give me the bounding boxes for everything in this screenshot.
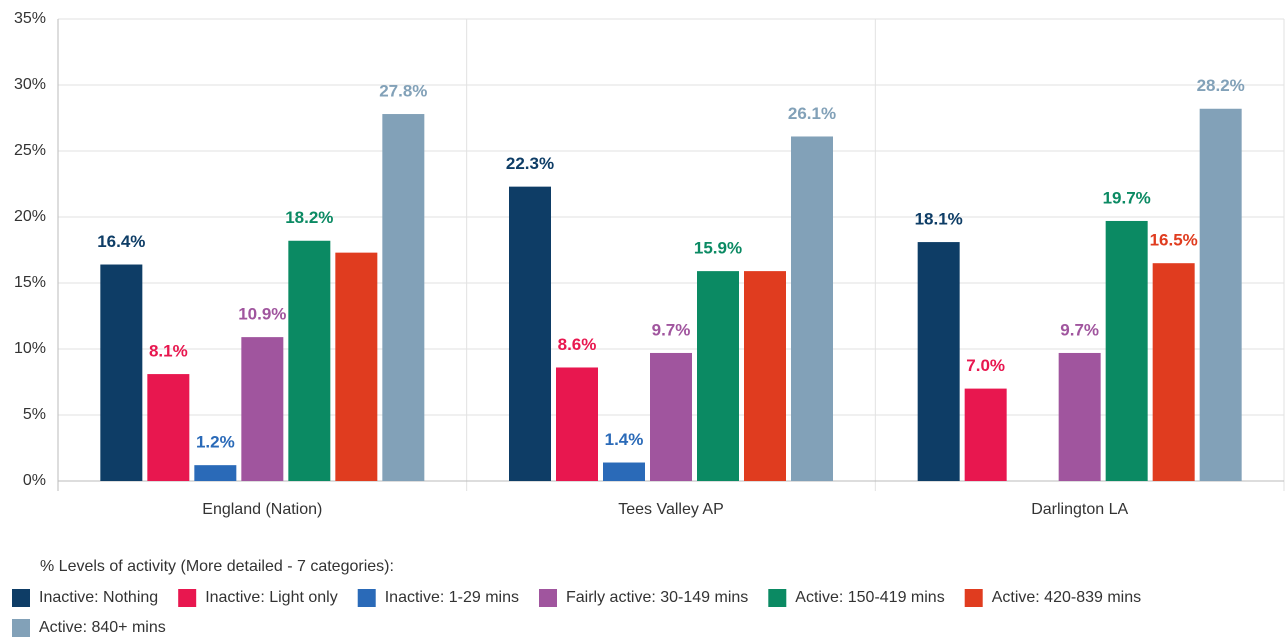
data-label: 19.7% bbox=[1103, 188, 1151, 207]
data-label: 8.1% bbox=[149, 342, 188, 361]
bar bbox=[791, 136, 833, 482]
y-tick-label: 25% bbox=[14, 142, 46, 159]
bar bbox=[335, 252, 378, 481]
legend-label: Inactive: 1-29 mins bbox=[385, 589, 519, 606]
y-tick-label: 10% bbox=[14, 340, 46, 357]
data-label: 1.4% bbox=[605, 430, 644, 449]
data-label: 15.9% bbox=[694, 239, 742, 258]
data-label: 22.3% bbox=[506, 154, 554, 173]
data-label: 7.0% bbox=[966, 356, 1005, 375]
y-tick-label: 20% bbox=[14, 208, 46, 225]
data-label: 18.2% bbox=[285, 208, 333, 227]
y-tick-label: 35% bbox=[14, 10, 46, 27]
data-label: 8.6% bbox=[558, 335, 597, 354]
y-tick-label: 15% bbox=[14, 274, 46, 291]
bar bbox=[1058, 352, 1101, 481]
bar bbox=[194, 465, 237, 481]
legend-swatch bbox=[357, 589, 376, 607]
legend-swatch bbox=[12, 619, 30, 637]
data-label: 9.7% bbox=[652, 320, 691, 339]
bar bbox=[917, 242, 960, 481]
data-label: 1.2% bbox=[196, 433, 235, 452]
legend-label: Active: 840+ mins bbox=[39, 619, 166, 636]
bar bbox=[1105, 220, 1148, 481]
data-label: 16.5% bbox=[1150, 231, 1198, 250]
bar bbox=[603, 462, 645, 481]
legend-swatch bbox=[539, 589, 557, 607]
bar bbox=[1199, 108, 1242, 481]
legend-title: % Levels of activity (More detailed - 7 … bbox=[40, 558, 394, 575]
data-label: 26.1% bbox=[788, 104, 836, 123]
data-label: 10.9% bbox=[238, 305, 286, 324]
y-tick-label: 0% bbox=[23, 472, 46, 489]
bar bbox=[697, 271, 739, 481]
data-label: 28.2% bbox=[1197, 76, 1245, 95]
bar bbox=[650, 352, 692, 481]
x-tick-label: Darlington LA bbox=[1031, 501, 1128, 518]
bar bbox=[509, 186, 551, 481]
legend-swatch bbox=[12, 589, 30, 607]
bar bbox=[241, 337, 284, 481]
data-label: 18.1% bbox=[915, 210, 963, 229]
bar bbox=[556, 367, 598, 481]
bar bbox=[964, 388, 1007, 481]
bar bbox=[382, 114, 425, 481]
bar bbox=[100, 264, 143, 481]
bar bbox=[744, 271, 786, 481]
legend-label: Fairly active: 30-149 mins bbox=[566, 589, 748, 606]
bar bbox=[1152, 263, 1195, 481]
x-tick-label: Tees Valley AP bbox=[618, 501, 724, 518]
bar bbox=[147, 374, 190, 481]
data-label: 9.7% bbox=[1060, 320, 1099, 339]
y-tick-label: 30% bbox=[14, 76, 46, 93]
legend-swatch bbox=[964, 589, 983, 607]
legend-label: Inactive: Nothing bbox=[39, 589, 158, 606]
legend-label: Inactive: Light only bbox=[205, 589, 338, 606]
bar bbox=[288, 240, 331, 481]
data-label: 16.4% bbox=[97, 232, 145, 251]
legend-swatch bbox=[178, 589, 197, 607]
data-label: 27.8% bbox=[379, 82, 427, 101]
legend-swatch bbox=[768, 589, 787, 607]
legend-label: Active: 150-419 mins bbox=[795, 589, 944, 606]
y-tick-label: 5% bbox=[23, 406, 46, 423]
x-tick-label: England (Nation) bbox=[202, 501, 322, 518]
legend-label: Active: 420-839 mins bbox=[992, 589, 1141, 606]
